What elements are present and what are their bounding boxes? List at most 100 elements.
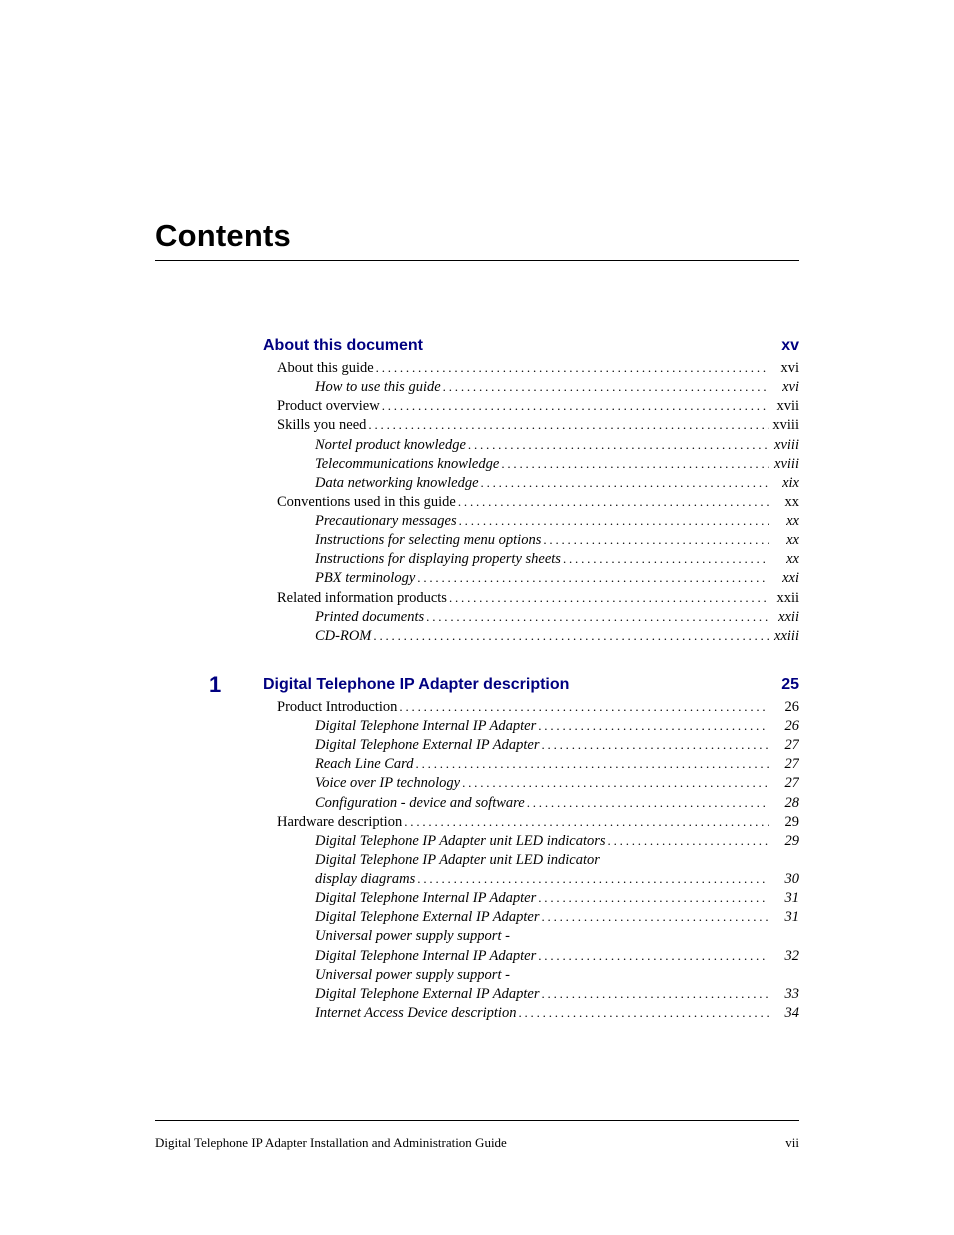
toc-entry-leader (441, 378, 769, 395)
footer-doc-title: Digital Telephone IP Adapter Installatio… (155, 1135, 507, 1151)
toc-entry-page: xvi (769, 378, 799, 397)
toc-entry[interactable]: Telecommunications knowledgexviii (263, 455, 799, 474)
toc-entry-page: 29 (769, 832, 799, 851)
toc-entry-continuation: Universal power supply support - (263, 966, 799, 985)
toc-entry-leader (541, 531, 769, 548)
toc-entry-page: 27 (769, 736, 799, 755)
toc-entry-label: Digital Telephone Internal IP Adapter (315, 889, 536, 908)
toc-entry[interactable]: Conventions used in this guidexx (263, 493, 799, 512)
toc-entry[interactable]: Printed documentsxxii (263, 608, 799, 627)
toc-section-heading[interactable]: Digital Telephone IP Adapter description… (263, 676, 799, 694)
toc-entry-page: xviii (769, 416, 799, 435)
heading-block: Contents (155, 0, 799, 261)
toc-entry[interactable]: Skills you needxviii (263, 416, 799, 435)
toc-entry-leader (536, 889, 769, 906)
toc-entry[interactable]: Nortel product knowledge xviii (263, 436, 799, 455)
toc-entry-leader (456, 493, 769, 510)
document-page: Contents About this documentxvAbout this… (0, 0, 954, 1235)
page-footer: Digital Telephone IP Adapter Installatio… (155, 1135, 799, 1151)
toc-entry[interactable]: Data networking knowledgexix (263, 474, 799, 493)
toc-entry-page: xx (769, 550, 799, 569)
toc-entry-continuation: Digital Telephone IP Adapter unit LED in… (263, 851, 799, 870)
page-title: Contents (155, 218, 799, 261)
toc-entry-label: Instructions for selecting menu options (315, 531, 541, 550)
toc-entry-leader (402, 813, 769, 830)
toc-entry-label: How to use this guide (315, 378, 441, 397)
toc-entry-leader (525, 794, 769, 811)
toc-entry-page: xviii (769, 436, 799, 455)
toc-entry-leader (374, 359, 769, 376)
toc-entry-label: Printed documents (315, 608, 424, 627)
toc-entry-label: Digital Telephone External IP Adapter (315, 736, 539, 755)
footer-rule (155, 1120, 799, 1121)
toc-entry-page: 26 (769, 698, 799, 717)
toc-entry-page: xx (769, 531, 799, 550)
toc-entry-leader (539, 908, 769, 925)
toc-entry-label: CD-ROM (315, 627, 371, 646)
toc-entry-label: display diagrams (315, 870, 415, 889)
toc-entry-page: 30 (769, 870, 799, 889)
toc-entry-label: Digital Telephone Internal IP Adapter (315, 947, 536, 966)
toc-entry-label: Nortel product knowledge (315, 436, 466, 455)
toc-section-heading[interactable]: About this documentxv (263, 337, 799, 355)
toc-section: 1Digital Telephone IP Adapter descriptio… (263, 676, 799, 1023)
toc-entry[interactable]: Configuration - device and software 28 (263, 794, 799, 813)
toc-entry[interactable]: Digital Telephone Internal IP Adapter26 (263, 717, 799, 736)
toc-entry-leader (479, 474, 769, 491)
toc-entry-continuation: Universal power supply support - (263, 927, 799, 946)
toc-entry[interactable]: How to use this guide xvi (263, 378, 799, 397)
toc-entry-leader (366, 416, 769, 433)
toc-entry-label: Product Introduction (277, 698, 397, 717)
toc-entry-leader (414, 755, 769, 772)
toc-entry-label: Configuration - device and software (315, 794, 525, 813)
toc-entry-leader (466, 436, 769, 453)
toc-entry-page: xx (769, 493, 799, 512)
toc-entry[interactable]: Digital Telephone External IP Adapter 27 (263, 736, 799, 755)
toc-entry-page: 28 (769, 794, 799, 813)
toc-entry-page: xxi (769, 569, 799, 588)
toc-section-title: About this document (263, 337, 423, 355)
toc-entry-leader (536, 947, 769, 964)
toc-entry-leader (516, 1004, 769, 1021)
toc-entry-page: 26 (769, 717, 799, 736)
toc-entry-page: xxii (769, 589, 799, 608)
toc-entry-leader (536, 717, 769, 734)
toc-entry[interactable]: CD-ROMxxiii (263, 627, 799, 646)
toc-entry-label: Telecommunications knowledge (315, 455, 499, 474)
toc-entry-leader (460, 774, 769, 791)
toc-entry[interactable]: Product overviewxvii (263, 397, 799, 416)
toc-entry[interactable]: About this guidexvi (263, 359, 799, 378)
toc-entry-leader (371, 627, 769, 644)
toc-entry-leader (539, 736, 769, 753)
toc-entry[interactable]: Digital Telephone External IP Adapter31 (263, 908, 799, 927)
toc-entry[interactable]: Voice over IP technology27 (263, 774, 799, 793)
toc-entry[interactable]: Internet Access Device description34 (263, 1004, 799, 1023)
toc-entry[interactable]: PBX terminologyxxi (263, 569, 799, 588)
toc-entry[interactable]: Digital Telephone External IP Adapter33 (263, 985, 799, 1004)
toc-entry-leader (424, 608, 769, 625)
toc-entry-leader (415, 870, 769, 887)
toc-entry[interactable]: Digital Telephone Internal IP Adapter32 (263, 947, 799, 966)
toc-entry[interactable]: Product Introduction 26 (263, 698, 799, 717)
toc-entry-label: Related information products (277, 589, 447, 608)
toc-entry[interactable]: Digital Telephone Internal IP Adapter31 (263, 889, 799, 908)
chapter-number: 1 (209, 672, 221, 698)
toc-entry-page: 29 (769, 813, 799, 832)
toc-entry-label: Digital Telephone IP Adapter unit LED in… (315, 832, 606, 851)
toc-entry-page: 33 (769, 985, 799, 1004)
toc-entry[interactable]: Hardware description29 (263, 813, 799, 832)
toc-entry-leader (606, 832, 769, 849)
toc-entry[interactable]: Digital Telephone IP Adapter unit LED in… (263, 832, 799, 851)
toc-entry[interactable]: Related information products xxii (263, 589, 799, 608)
toc-entry[interactable]: Instructions for selecting menu options x… (263, 531, 799, 550)
toc-entry-leader (397, 698, 769, 715)
toc-entry[interactable]: display diagrams 30 (263, 870, 799, 889)
toc-entry-page: xvi (769, 359, 799, 378)
toc-entry-page: 27 (769, 755, 799, 774)
toc-section-title: Digital Telephone IP Adapter description (263, 676, 569, 694)
toc-entry-page: xvii (769, 397, 799, 416)
toc-entry[interactable]: Reach Line Card27 (263, 755, 799, 774)
toc-entry[interactable]: Instructions for displaying property she… (263, 550, 799, 569)
toc-entry-leader (415, 569, 769, 586)
toc-entry[interactable]: Precautionary messagesxx (263, 512, 799, 531)
